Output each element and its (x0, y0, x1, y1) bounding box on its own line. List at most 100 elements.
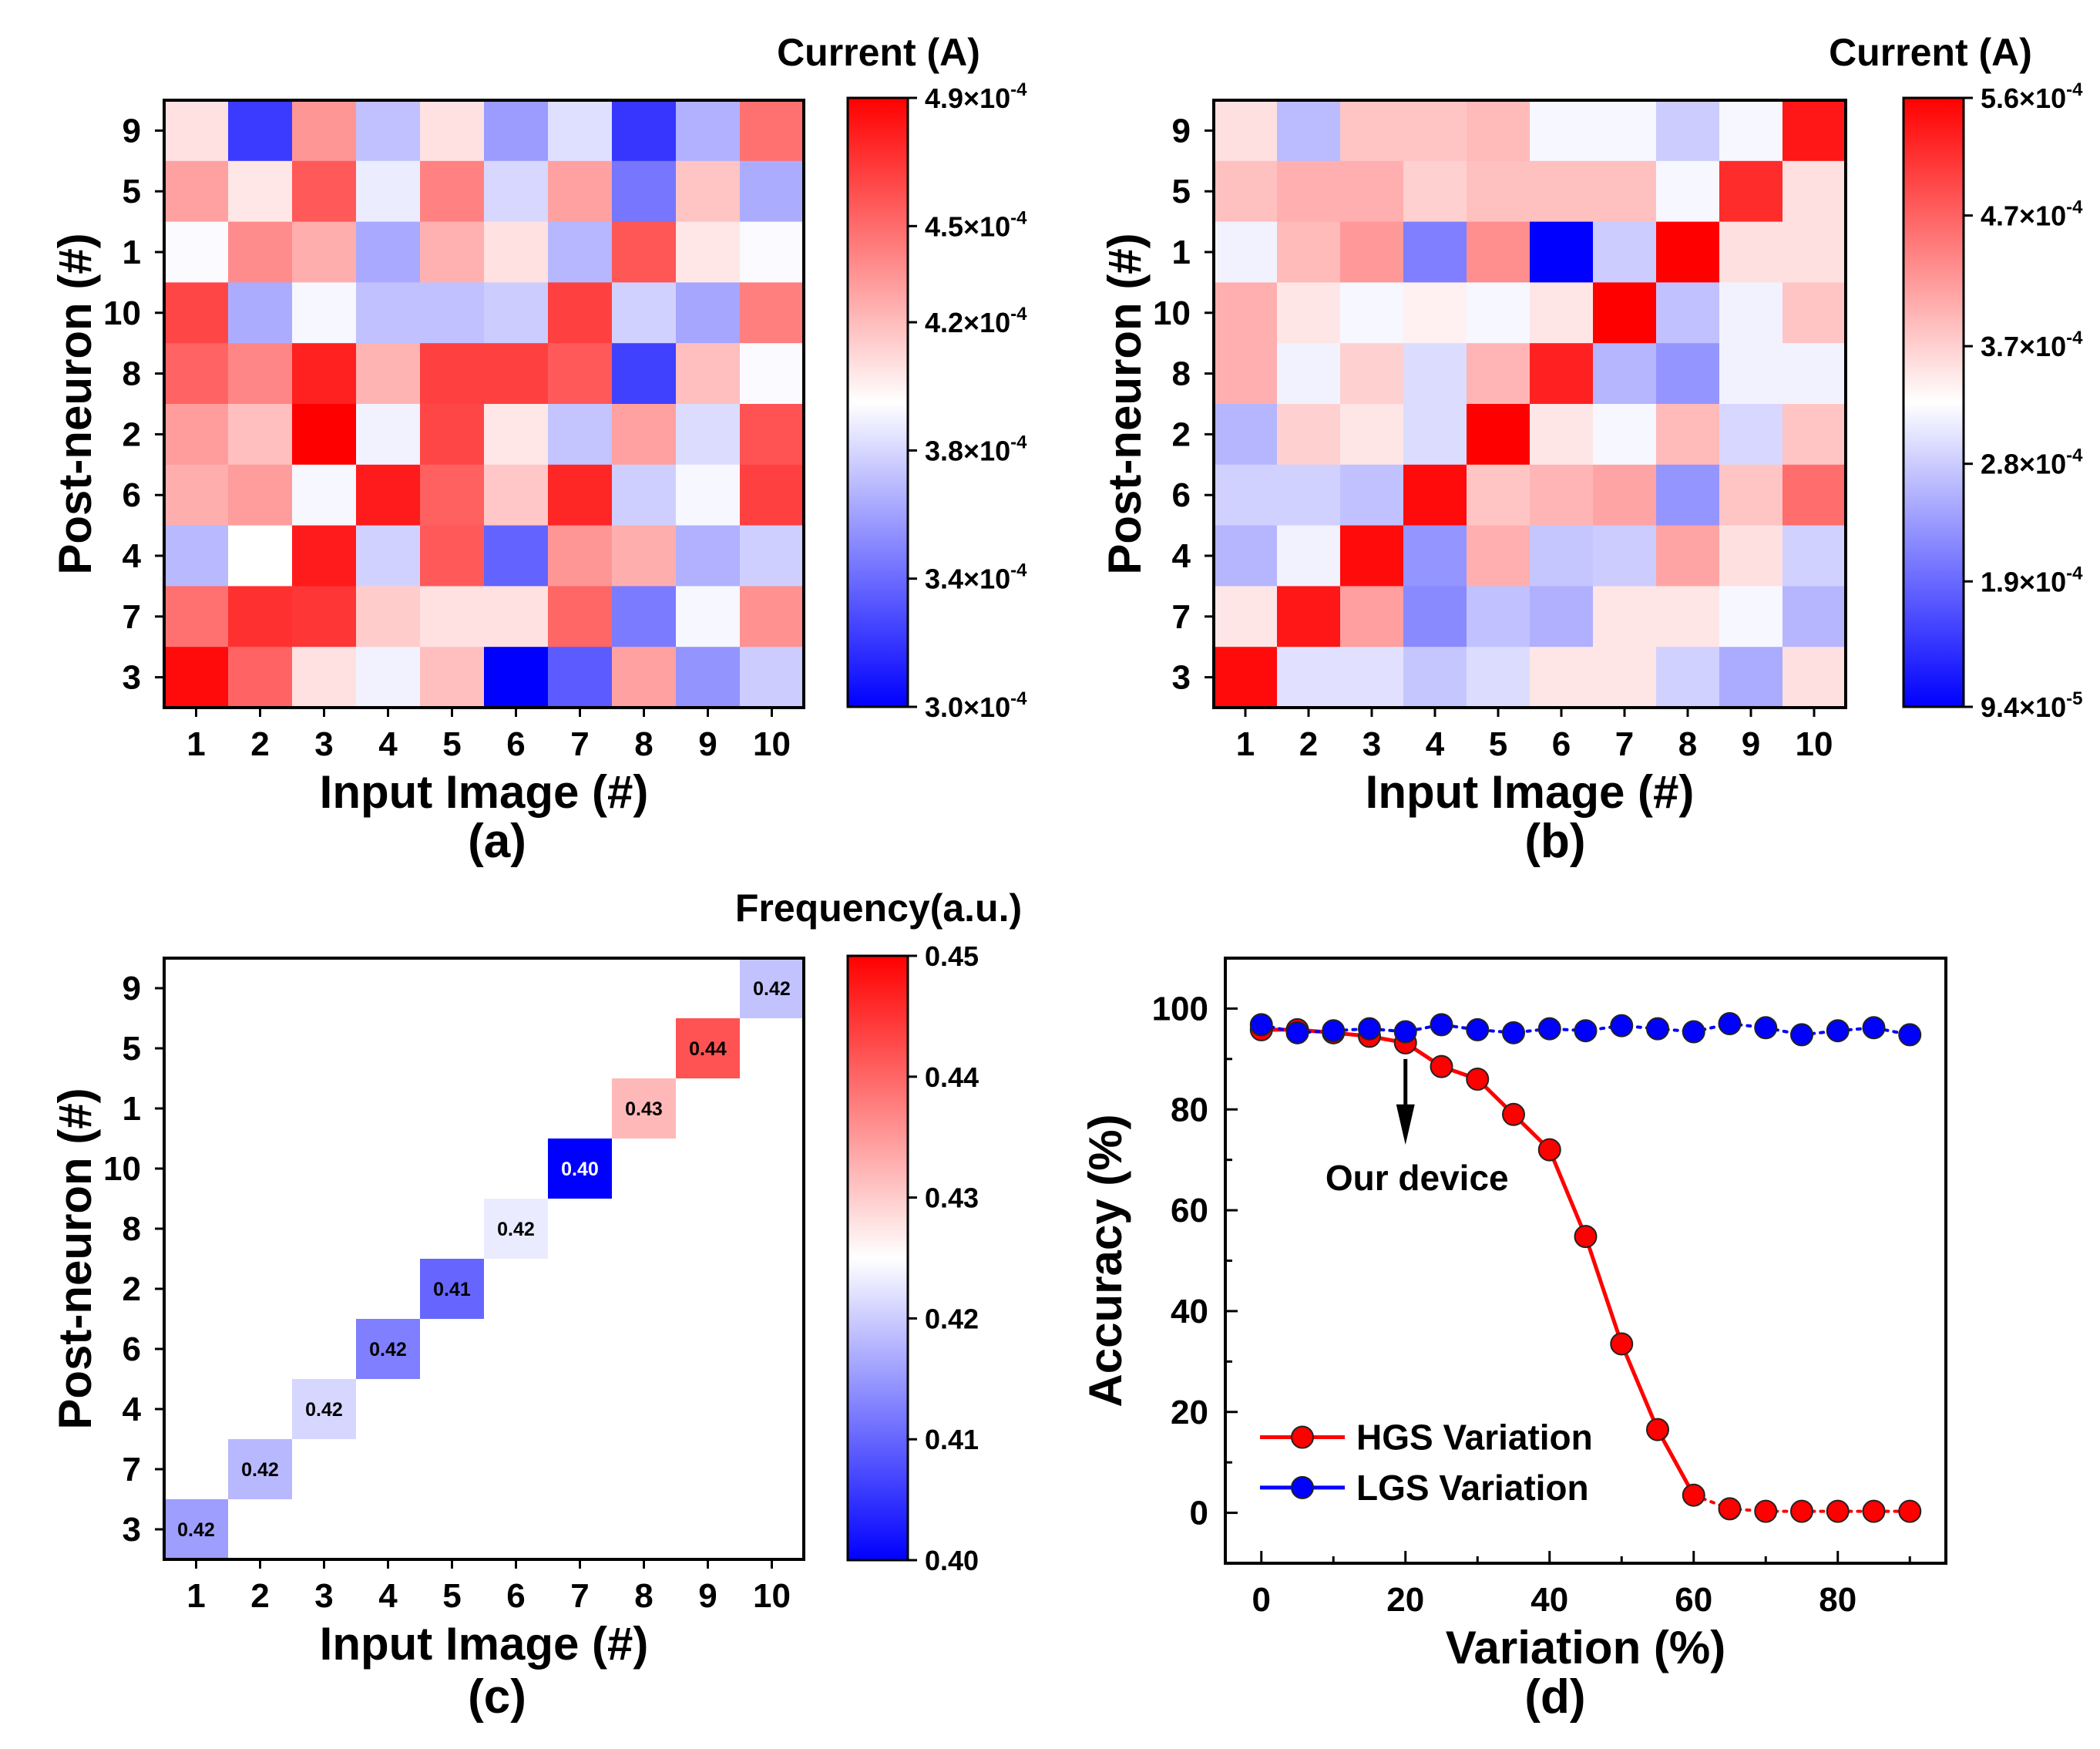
panel-b-x-tick-label: 5 (1489, 725, 1507, 763)
panel-a-cell (292, 586, 357, 647)
panel-a-cell (356, 647, 421, 708)
panel-d-lgs-point (1646, 1017, 1669, 1041)
panel-a-cell (676, 525, 741, 587)
panel-d-x-axis-title: Variation (%) (1446, 1622, 1725, 1673)
panel-a-cell (356, 525, 421, 587)
panel-a-x-tick-label: 8 (634, 725, 653, 763)
panel-a-cell (548, 525, 613, 587)
panel-a-cell (676, 404, 741, 466)
panel-a-cell (548, 343, 613, 405)
panel-a-cell (740, 525, 805, 587)
panel-b-cell (1593, 343, 1657, 405)
panel-c-x-tick-label: 8 (634, 1577, 653, 1615)
panel-a-cell (676, 160, 741, 223)
panel-c-cell-label: 0.42 (753, 978, 791, 1000)
panel-a-cell (164, 221, 229, 283)
panel-a-cell (612, 525, 677, 587)
panel-b-cell (1340, 464, 1404, 526)
panel-c-colorbar-label: 0.43 (925, 1182, 979, 1214)
panel-a-cell (356, 586, 421, 647)
panel-a-plot-frame (163, 99, 805, 709)
panel-a-y-tick-label: 3 (123, 659, 141, 697)
panel-a-cell (164, 525, 229, 587)
panel-b-cell (1719, 404, 1783, 466)
panel-a-cell (292, 404, 357, 466)
panel-b-colorbar-label: 1.9×10-4 (1981, 563, 2083, 597)
panel-a-colorbar-label: 3.4×10-4 (925, 560, 1027, 595)
panel-c-x-tick-label: 3 (314, 1577, 333, 1615)
panel-a-cell (548, 464, 613, 526)
panel-a-cell (228, 464, 293, 526)
panel-b-cell (1214, 586, 1278, 647)
panel-d-y-tick-label: 100 (1152, 990, 1208, 1028)
panel-b-cell (1719, 525, 1783, 587)
panel-b-cell (1782, 525, 1846, 587)
panel-a-cell (548, 404, 613, 466)
panel-a-cell (612, 647, 677, 708)
panel-a-cell (356, 221, 421, 283)
panel-a-cell (228, 221, 293, 283)
panel-a-cell (164, 343, 229, 405)
panel-c-x-tick-label: 2 (250, 1577, 269, 1615)
panel-b-cell (1340, 525, 1404, 587)
panel-b-cell (1340, 282, 1404, 344)
panel-b-cell (1214, 282, 1278, 344)
panel-a-cell (356, 282, 421, 344)
panel-b-cell (1530, 160, 1594, 223)
panel-b-cell (1277, 343, 1341, 405)
panel-c-x-axis-title: Input Image (#) (320, 1618, 649, 1670)
panel-d-line-chart: 0 20 40 60 80 0 20 40 60 80 100 Variation (%) Accura… (1080, 957, 1947, 1673)
panel-b-x-tick-label: 3 (1362, 725, 1381, 763)
panel-a-cell (676, 647, 741, 708)
panel-a-cell (228, 647, 293, 708)
panel-c-cell (548, 1139, 612, 1199)
panel-c-y-tick-label: 8 (123, 1210, 141, 1248)
panel-a-cell (676, 221, 741, 283)
panel-b-cell (1277, 525, 1341, 587)
panel-a-cell (612, 404, 677, 466)
panel-d-lgs-point (1430, 1013, 1453, 1037)
panel-d-hgs-point (1898, 1499, 1922, 1523)
panel-c-cell-label: 0.42 (369, 1339, 407, 1361)
panel-d-y-tick-label: 40 (1171, 1293, 1208, 1330)
panel-a-x-tick-label: 6 (506, 725, 525, 763)
panel-d-lgs-point (1322, 1019, 1346, 1043)
panel-b-cell (1782, 464, 1846, 526)
panel-d-legend-lgs-label: LGS Variation (1356, 1468, 1589, 1508)
panel-label-d: (d) (1524, 1670, 1585, 1724)
panel-a-cell (548, 647, 613, 708)
panel-d-lgs-point (1249, 1013, 1273, 1037)
panel-b-cell (1593, 160, 1657, 223)
panel-c-colorbar-label: 0.41 (925, 1424, 979, 1455)
panel-b-cell (1214, 100, 1278, 162)
panel-d-hgs-point (1718, 1497, 1742, 1521)
panel-label-b: (b) (1524, 815, 1585, 868)
panel-d-hgs-point (1430, 1054, 1453, 1078)
panel-a-colorbar-label: 3.0×10-4 (925, 688, 1027, 723)
panel-b-cell (1340, 586, 1404, 647)
panel-b-colorbar-label: 9.4×10-5 (1981, 688, 2082, 723)
panel-a-cell (740, 586, 805, 647)
panel-b-cell (1593, 282, 1657, 344)
panel-a-cell (420, 343, 485, 405)
panel-b-cell (1467, 464, 1530, 526)
panel-b-y-tick-label: 4 (1172, 537, 1191, 575)
panel-d-lgs-point (1502, 1021, 1525, 1044)
panel-b-cell (1467, 221, 1530, 283)
panel-b-cell (1782, 404, 1846, 466)
panel-a-cell (484, 343, 549, 405)
panel-b-cell (1277, 100, 1341, 162)
panel-b-cell (1214, 464, 1278, 526)
panel-b-colorbar-title: Current (A) (1829, 31, 2032, 74)
panel-b-cell (1719, 221, 1783, 283)
panel-b-cell (1403, 282, 1467, 344)
panel-a-cell (356, 404, 421, 466)
panel-a-x-axis-title: Input Image (#) (320, 766, 649, 818)
panel-b-cell (1277, 160, 1341, 223)
panel-c-plot-frame (163, 957, 805, 1561)
panel-b-colorbar-label: 3.7×10-4 (1981, 328, 2083, 362)
panel-b-cell (1277, 404, 1341, 466)
panel-b-cell (1656, 343, 1720, 405)
panel-c-y-tick-label: 9 (123, 970, 141, 1007)
panel-a-x-tick-label: 10 (753, 725, 791, 763)
